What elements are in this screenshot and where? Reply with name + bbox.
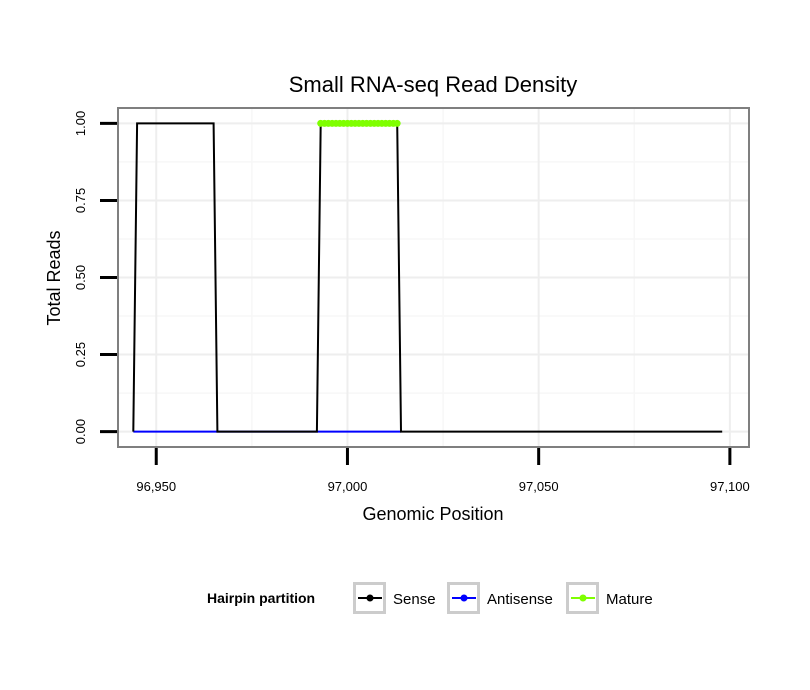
legend-label-antisense: Antisense (487, 591, 553, 608)
x-tick-label: 96,950 (136, 479, 176, 494)
legend-title: Hairpin partition (207, 590, 315, 606)
legend-key-point-antisense (460, 594, 468, 602)
legend-key-point-sense (366, 594, 374, 602)
legend: Hairpin partition Sense Antisense Mature (207, 582, 653, 614)
data-point-mature (393, 119, 401, 127)
y-tick-label: 1.00 (73, 111, 88, 136)
x-axis-title: Genomic Position (362, 504, 503, 524)
axes: 96,950 97,000 97,050 97,100 0.00 0.25 0.50 0.75… (73, 107, 750, 494)
chart-title: Small RNA-seq Read Density (289, 72, 578, 97)
gridlines (118, 108, 749, 447)
y-axis-title: Total Reads (44, 230, 64, 325)
legend-label-sense: Sense (393, 591, 436, 608)
y-tick-label: 0.00 (73, 419, 88, 444)
x-tick-label: 97,050 (519, 479, 559, 494)
x-tick-label: 97,000 (328, 479, 368, 494)
legend-label-mature: Mature (606, 591, 653, 608)
series-line-sense (132, 122, 723, 433)
legend-key-point-mature (579, 594, 587, 602)
x-tick-label: 97,100 (710, 479, 750, 494)
y-tick-label: 0.75 (73, 188, 88, 213)
y-tick-label: 0.50 (73, 265, 88, 290)
series-layer (132, 119, 723, 433)
plot-border (117, 107, 750, 448)
y-tick-label: 0.25 (73, 342, 88, 367)
